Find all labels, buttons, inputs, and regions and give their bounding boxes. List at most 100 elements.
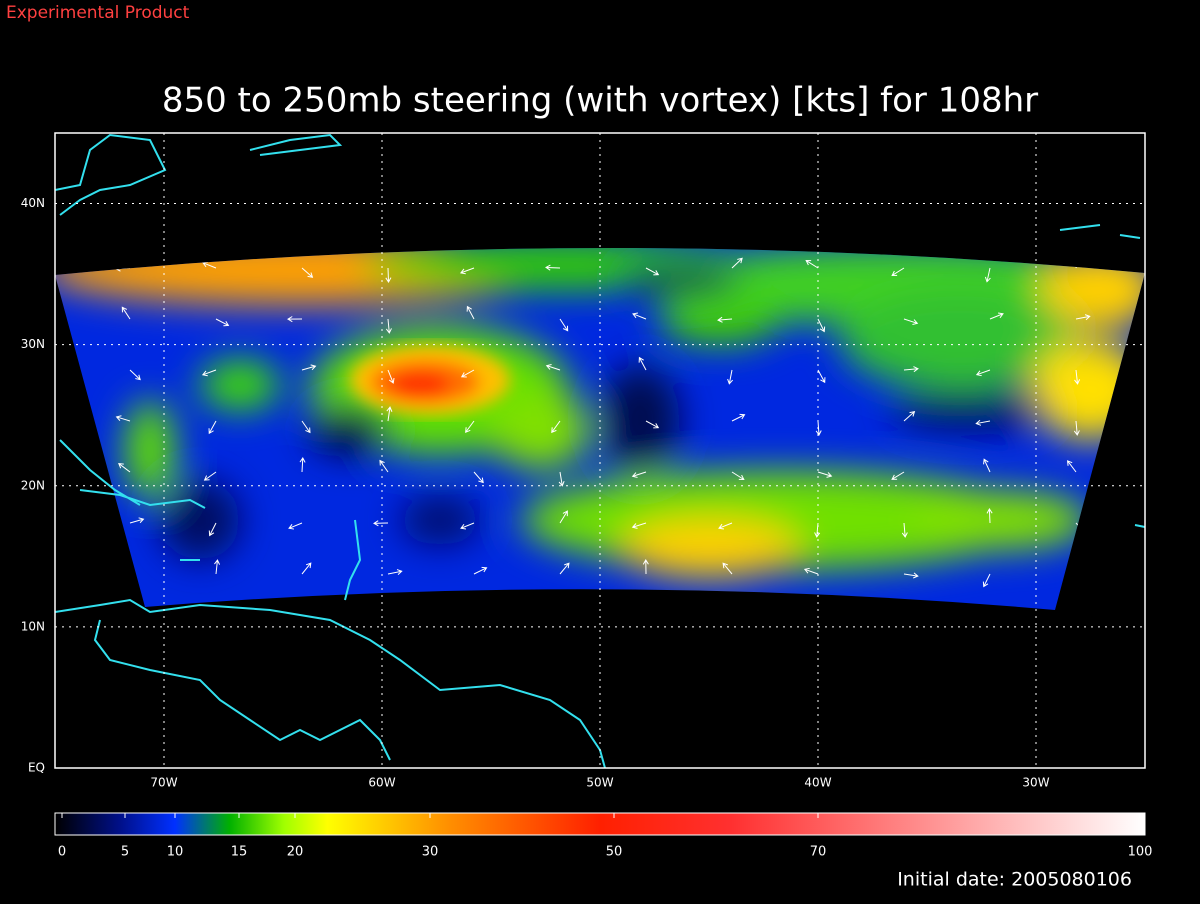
y-tick-label: 40N bbox=[21, 196, 45, 210]
y-tick-label: 30N bbox=[21, 337, 45, 351]
wind-arrow bbox=[903, 411, 916, 422]
wind-arrow bbox=[645, 420, 660, 429]
wind-arrow bbox=[460, 369, 475, 378]
wind-arrow bbox=[301, 267, 314, 278]
wind-arrow bbox=[125, 573, 132, 589]
colorbar-label: 30 bbox=[422, 845, 439, 860]
wind-arrow bbox=[817, 369, 826, 384]
y-tick-label: 20N bbox=[21, 478, 45, 492]
x-tick-label: 60W bbox=[368, 776, 395, 790]
wind-arrows bbox=[115, 253, 1091, 589]
wind-arrow bbox=[129, 517, 145, 524]
wind-arrow bbox=[301, 562, 312, 575]
wind-arrow bbox=[208, 420, 217, 435]
map-frame bbox=[54, 132, 1146, 769]
wind-arrow bbox=[718, 522, 733, 530]
wind-arrow bbox=[1066, 460, 1077, 473]
colorbar-label: 100 bbox=[1128, 845, 1153, 860]
wind-arrow bbox=[460, 522, 475, 530]
wind-arrow bbox=[983, 458, 991, 473]
wind-arrow bbox=[638, 356, 647, 371]
wind-arrow bbox=[642, 559, 649, 575]
wind-arrow bbox=[466, 305, 475, 320]
wind-arrow bbox=[551, 420, 561, 434]
wind-arrow bbox=[545, 264, 561, 271]
wind-arrow bbox=[214, 559, 221, 575]
wind-arrow bbox=[129, 369, 141, 381]
wind-arrow bbox=[387, 569, 403, 575]
wind-arrow bbox=[731, 413, 746, 422]
wind-arrow bbox=[208, 522, 217, 537]
colorbar-label: 5 bbox=[121, 845, 129, 860]
wind-arrow bbox=[975, 369, 991, 377]
y-tick-label: 10N bbox=[21, 619, 45, 633]
wind-arrow bbox=[817, 318, 826, 333]
initial-date: Initial date: 2005080106 bbox=[897, 869, 1132, 891]
wind-arrow bbox=[1073, 420, 1080, 436]
wind-arrow bbox=[465, 420, 475, 434]
wind-arrow bbox=[632, 312, 647, 320]
grid bbox=[55, 133, 1145, 769]
wind-arrow bbox=[1074, 369, 1081, 385]
wind-arrow bbox=[975, 419, 991, 426]
experimental-label: Experimental Product bbox=[6, 3, 190, 23]
wind-arrow bbox=[287, 316, 303, 323]
wind-arrow bbox=[986, 508, 993, 524]
wind-arrow bbox=[631, 471, 647, 478]
wind-arrow bbox=[901, 522, 908, 538]
x-tick-label: 30W bbox=[1022, 776, 1049, 790]
wind-arrow bbox=[984, 267, 991, 283]
colorbar-label: 0 bbox=[58, 845, 66, 860]
wind-arrow bbox=[473, 566, 488, 575]
wind-arrow bbox=[805, 260, 819, 269]
wind-arrow bbox=[559, 510, 568, 524]
wind-arrow bbox=[903, 366, 919, 373]
wind-arrow bbox=[559, 562, 570, 575]
wind-arrow bbox=[115, 415, 131, 422]
wind-arrow bbox=[891, 267, 905, 276]
wind-arrow bbox=[731, 257, 743, 269]
wind-arrow bbox=[1066, 573, 1077, 586]
wind-arrow bbox=[288, 522, 303, 530]
wind-arrow bbox=[903, 572, 919, 579]
wind-arrow bbox=[385, 267, 392, 283]
wind-arrow bbox=[299, 457, 306, 473]
wind-arrow bbox=[731, 471, 745, 481]
wind-arrow bbox=[301, 364, 317, 371]
map-title: 850 to 250mb steering (with vortex) [kts… bbox=[162, 81, 1038, 121]
wind-arrow bbox=[201, 369, 217, 377]
wind-arrow bbox=[121, 306, 131, 320]
wind-arrow bbox=[717, 316, 733, 323]
wind-arrow bbox=[203, 471, 217, 481]
wind-arrow bbox=[459, 267, 475, 275]
x-tick-label: 50W bbox=[586, 776, 613, 790]
wind-arrow bbox=[301, 420, 311, 434]
y-tick-label: EQ bbox=[28, 761, 45, 775]
wind-arrow bbox=[722, 562, 733, 575]
wind-arrow bbox=[545, 364, 561, 371]
wind-arrow bbox=[387, 369, 395, 384]
wind-arrow bbox=[379, 459, 389, 473]
colorbar-ticks bbox=[61, 813, 1141, 818]
wind-arrow bbox=[989, 312, 1004, 320]
wind-arrow bbox=[373, 520, 389, 527]
wind-arrow bbox=[891, 471, 905, 480]
wind-arrow bbox=[631, 522, 647, 529]
wind-arrow bbox=[118, 462, 131, 473]
colorbar-label: 20 bbox=[287, 845, 304, 860]
wind-arrow bbox=[386, 406, 393, 422]
wind-arrow bbox=[558, 471, 565, 487]
wind-arrow bbox=[645, 267, 660, 276]
wind-arrow bbox=[1074, 253, 1081, 269]
colorbar-label: 10 bbox=[167, 845, 184, 860]
x-tick-label: 40W bbox=[804, 776, 831, 790]
wind-arrow bbox=[982, 573, 991, 588]
wind-arrow bbox=[385, 318, 392, 334]
wind-arrow bbox=[215, 318, 230, 327]
wind-arrow bbox=[903, 318, 919, 325]
coastlines bbox=[55, 133, 1145, 768]
colorbar-label: 15 bbox=[231, 845, 248, 860]
colorbar bbox=[54, 812, 1146, 836]
wind-arrow bbox=[1075, 522, 1087, 535]
